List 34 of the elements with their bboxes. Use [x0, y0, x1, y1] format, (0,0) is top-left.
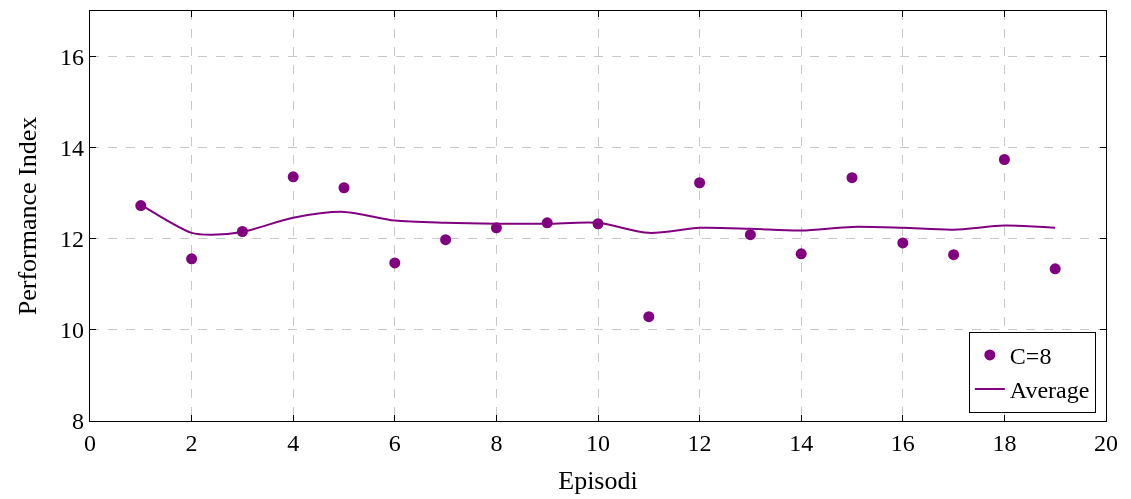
x-tick-label: 0	[84, 429, 96, 456]
point	[389, 257, 401, 269]
legend-label: C=8	[1009, 343, 1052, 370]
x-tick-label: 16	[890, 429, 915, 456]
x-tick-label: 4	[287, 429, 300, 456]
x-tick-label: 8	[490, 429, 503, 456]
legend-label: Average	[1009, 377, 1090, 404]
x-tick-label: 14	[789, 429, 814, 456]
point	[897, 237, 909, 249]
y-axis-title: Performance Index	[13, 116, 43, 316]
x-tick-label: 2	[185, 429, 198, 456]
point	[694, 177, 706, 189]
point	[287, 171, 299, 183]
y-tick-label: 14	[60, 135, 85, 162]
point	[846, 172, 858, 184]
y-tick-label: 10	[60, 317, 85, 344]
point	[440, 234, 452, 246]
x-tick-label: 10	[586, 429, 610, 456]
x-tick-label: 20	[1094, 429, 1118, 456]
point	[643, 311, 655, 323]
point	[948, 249, 960, 261]
point	[795, 248, 807, 260]
point	[998, 154, 1010, 166]
point	[744, 229, 756, 241]
y-tick-label: 16	[60, 43, 85, 70]
x-tick-label: 12	[687, 429, 712, 456]
y-tick-label: 8	[72, 408, 85, 435]
y-tick-label: 12	[60, 226, 85, 253]
x-tick-label: 6	[388, 429, 401, 456]
point	[338, 182, 350, 194]
x-tick-label: 18	[992, 429, 1017, 456]
x-axis-title: Episodi	[558, 465, 638, 495]
point	[1049, 263, 1061, 275]
point	[186, 253, 198, 265]
